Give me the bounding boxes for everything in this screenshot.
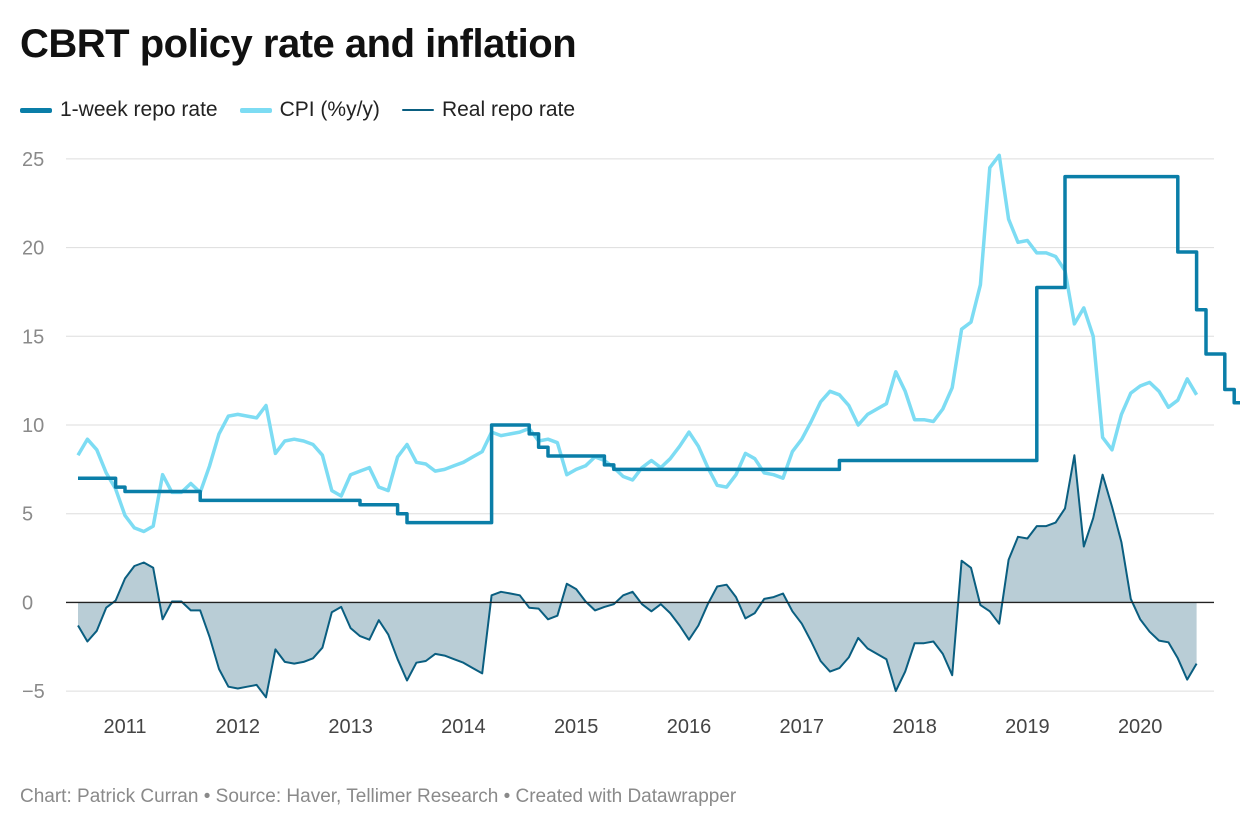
legend: 1-week repo rate CPI (%y/y) Real repo ra…	[20, 98, 597, 122]
cpi-series	[76, 153, 1199, 534]
gridlines	[66, 158, 1214, 692]
chart-footer: Chart: Patrick Curran • Source: Haver, T…	[20, 786, 737, 807]
x-axis-tick-labels: 2011 2012 2013 2014 2015 2016 2017 2018 2019 2020	[103, 716, 1162, 738]
x-tick-label: 2016	[667, 716, 712, 738]
cpi-line	[76, 153, 1199, 534]
y-axis-tick-labels: −5 0 5 10 15 20 25	[22, 149, 45, 703]
legend-label-real: Real repo rate	[441, 98, 576, 121]
x-tick-label: 2020	[1118, 716, 1163, 738]
x-tick-label: 2012	[216, 716, 261, 738]
legend-swatch-cpi	[239, 107, 272, 113]
legend-label-repo: 1-week repo rate	[60, 98, 218, 121]
x-tick-label: 2015	[554, 716, 599, 738]
y-tick-label: −5	[22, 681, 45, 703]
legend-swatch-real	[401, 109, 434, 111]
x-tick-label: 2019	[1005, 716, 1050, 738]
repo-series	[78, 174, 1240, 525]
legend-item-repo: 1-week repo rate	[20, 98, 218, 122]
y-tick-label: 25	[22, 149, 44, 171]
x-tick-label: 2011	[103, 716, 146, 738]
legend-item-real: Real repo rate	[401, 98, 576, 122]
legend-label-cpi: CPI (%y/y)	[279, 98, 380, 121]
y-tick-label: 20	[22, 238, 44, 260]
y-tick-label: 5	[22, 504, 33, 526]
x-tick-label: 2013	[328, 716, 373, 738]
real-repo-series	[77, 454, 1198, 699]
x-tick-label: 2014	[441, 716, 486, 738]
y-tick-label: 15	[22, 326, 44, 348]
real-repo-area	[78, 455, 1197, 698]
x-tick-label: 2017	[780, 716, 825, 738]
legend-swatch-repo	[20, 107, 52, 113]
legend-item-cpi: CPI (%y/y)	[239, 98, 380, 122]
y-tick-label: 0	[22, 592, 33, 614]
repo-rate-line	[78, 174, 1240, 525]
y-tick-label: 10	[22, 415, 44, 437]
real-repo-line	[77, 454, 1198, 699]
x-tick-label: 2018	[892, 716, 937, 738]
chart-title: CBRT policy rate and inflation	[20, 22, 577, 66]
